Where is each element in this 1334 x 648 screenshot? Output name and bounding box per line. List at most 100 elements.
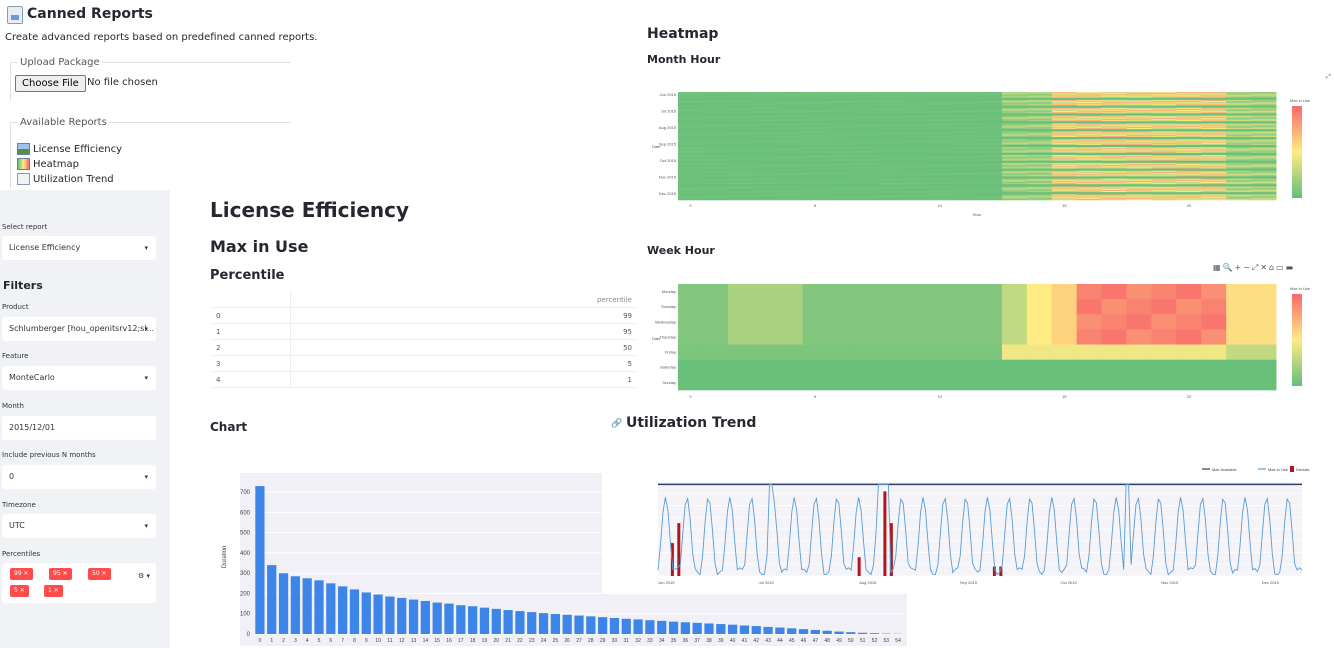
heatmap-cell [1151,188,1177,191]
heatmap-cell [1076,144,1103,147]
percentiles-multiselect[interactable]: 99 ✕ 95 ✕ 50 ✕ 5 ✕ 1 ✕ ⚙ ▾ [2,563,156,603]
gear-caret-icon[interactable]: ⚙ ▾ [137,572,150,580]
bar [550,613,560,634]
heatmap-cell [1251,103,1277,105]
heatmap-cell [827,314,853,330]
heatmap-cell [1226,177,1252,179]
heatmap-cell [802,156,828,158]
heatmap-cell [977,102,1003,104]
heatmap-cell [952,142,978,145]
heatmap-cell [752,115,779,118]
heatmap-cell [752,120,779,122]
heatmap-cell [777,175,804,177]
heatmap-cell [952,191,978,193]
heatmap-cell [1151,175,1177,177]
heatmap-cell [977,116,1003,119]
heatmap-cell [727,169,754,172]
heatmap-cell [1101,149,1127,151]
heatmap-cell [752,144,779,147]
heatmap-cell [1176,195,1202,197]
x-tick-label: 44 [777,638,783,644]
timezone-dropdown[interactable]: UTC ▾ [2,514,156,538]
heatmap-cell [877,156,903,158]
y-tick-label: Wednesday [655,319,676,324]
report-link-license-efficiency[interactable]: License Efficiency [17,143,122,155]
heatmap-cell [777,132,804,134]
heatmap-cell [1151,120,1177,122]
x-tick-label: 10 [937,203,942,208]
heatmap-cell [1051,106,1078,109]
heatmap-cell [977,195,1003,197]
heatmap-cell [678,284,704,300]
heatmap-cell [927,116,953,119]
heatmap-cell [927,111,953,113]
percentile-tag[interactable]: 1 ✕ [44,585,63,597]
heatmap-cell [927,176,953,178]
percentile-tag[interactable]: 95 ✕ [49,568,72,580]
heatmap-cell [802,284,828,300]
x-tick-label: 35 [671,638,677,644]
heatmap-cell [802,104,828,106]
heatmap-cell [1001,170,1028,173]
denial-bar [889,523,893,576]
heatmap-cell [877,167,903,169]
heatmap-cell [1001,108,1028,111]
heatmap-cell [1051,170,1078,173]
heatmap-cell [877,113,903,115]
heatmap-cell [1101,115,1127,118]
heatmap-cell [952,151,978,154]
heatmap-cell [702,112,729,114]
heatmap-cell [927,144,953,147]
heatmap-cell [1101,175,1127,177]
heatmap-cell [902,169,928,172]
heatmap-cell [1251,344,1277,361]
heatmap-cell [877,121,903,123]
heatmap-cell [827,182,853,184]
heatmap-cell [902,152,928,155]
prev-months-dropdown[interactable]: 0 ▾ [2,465,156,489]
heatmap-cell [1151,102,1177,104]
heatmap-cell [877,191,903,193]
heatmap-cell [678,153,704,156]
report-link-utilization-trend[interactable]: Utilization Trend [17,173,114,185]
upload-package-legend: Upload Package [18,57,102,68]
plot-toolbar[interactable]: ▦🔍+−⤢✕⌂▭▬ [1213,263,1296,272]
heatmap-cell [927,131,953,133]
feature-dropdown[interactable]: MonteCarlo ▾ [2,366,156,390]
heatmap-cell [1226,117,1252,120]
heatmap-cell [1126,125,1152,128]
heatmap-cell [1101,126,1127,129]
denial-bar [999,566,1003,576]
heatmap-cell [1251,144,1277,147]
heatmap-cell [702,95,729,97]
percentile-tag[interactable]: 99 ✕ [10,568,33,580]
heatmap-cell [1226,126,1252,129]
heatmap-cell [927,120,953,122]
x-tick-label: 9 [365,638,368,644]
link-icon[interactable]: 🔗 [611,419,623,429]
percentile-tag[interactable]: 50 ✕ [88,568,111,580]
heatmap-cell [777,97,804,100]
product-dropdown[interactable]: Schlumberger [hou_openitsrv12;sl... ▾ [2,317,156,341]
percentile-tag[interactable]: 5 ✕ [10,585,29,597]
heatmap-cell [977,103,1003,105]
heatmap-cell [1226,156,1252,158]
month-input[interactable]: 2015/12/01 [2,416,156,440]
heatmap-cell [727,133,754,136]
heatmap-cell [1001,178,1028,181]
heatmap-cell [1001,156,1028,158]
choose-file-button[interactable]: Choose File [15,75,86,92]
heatmap-cell [1001,299,1028,315]
table-row: 1 95 [212,323,636,340]
heatmap-cell [852,124,878,127]
colorbar-title: Max in Use [1290,98,1311,103]
heatmap-cell [1226,121,1252,123]
report-link-heatmap[interactable]: Heatmap [17,158,79,170]
heatmap-cell [1251,134,1277,137]
heatmap-cell [702,128,729,130]
heatmap-cell [1026,164,1053,166]
select-report-dropdown[interactable]: License Efficiency ▾ [2,236,156,260]
heatmap-cell [777,166,804,168]
heatmap-cell [1026,192,1053,194]
heatmap-cell [1051,92,1078,94]
